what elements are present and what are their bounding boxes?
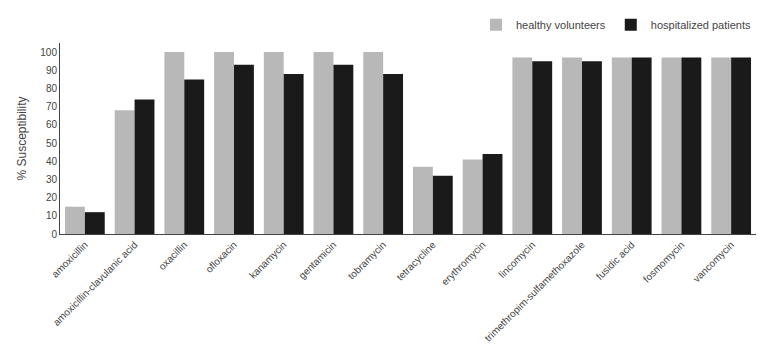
svg-text:70: 70 [46, 101, 58, 112]
svg-text:oxacillin: oxacillin [156, 239, 189, 272]
svg-text:% Susceptibility: % Susceptibility [15, 96, 29, 180]
svg-text:100: 100 [40, 47, 57, 58]
svg-text:fusidic acid: fusidic acid [594, 239, 637, 282]
svg-text:80: 80 [46, 83, 58, 94]
svg-text:healthy volunteers: healthy volunteers [516, 19, 606, 31]
svg-text:vancomycin: vancomycin [691, 239, 736, 284]
svg-text:amoxicillin: amoxicillin [49, 239, 89, 279]
svg-text:30: 30 [46, 174, 58, 185]
svg-text:60: 60 [46, 119, 58, 130]
svg-text:ofloxacin: ofloxacin [203, 239, 239, 275]
svg-text:trimethropim-sulfamethoxazole: trimethropim-sulfamethoxazole [482, 239, 587, 344]
svg-text:0: 0 [51, 229, 57, 240]
svg-text:90: 90 [46, 65, 58, 76]
svg-text:tobramycin: tobramycin [346, 239, 388, 281]
svg-text:20: 20 [46, 192, 58, 203]
svg-text:hospitalized patients: hospitalized patients [651, 19, 751, 31]
svg-text:50: 50 [46, 138, 58, 149]
svg-text:lincomycin: lincomycin [496, 239, 537, 280]
svg-text:fosmomycin: fosmomycin [641, 239, 687, 285]
svg-text:kanamycin: kanamycin [247, 239, 289, 281]
svg-text:10: 10 [46, 210, 58, 221]
svg-text:amoxicillin-clavulanic acid: amoxicillin-clavulanic acid [51, 239, 140, 328]
svg-text:gentamicin: gentamicin [296, 239, 338, 281]
svg-text:tetracycline: tetracycline [394, 239, 438, 283]
svg-text:erythromycin: erythromycin [439, 239, 487, 287]
svg-text:40: 40 [46, 156, 58, 167]
